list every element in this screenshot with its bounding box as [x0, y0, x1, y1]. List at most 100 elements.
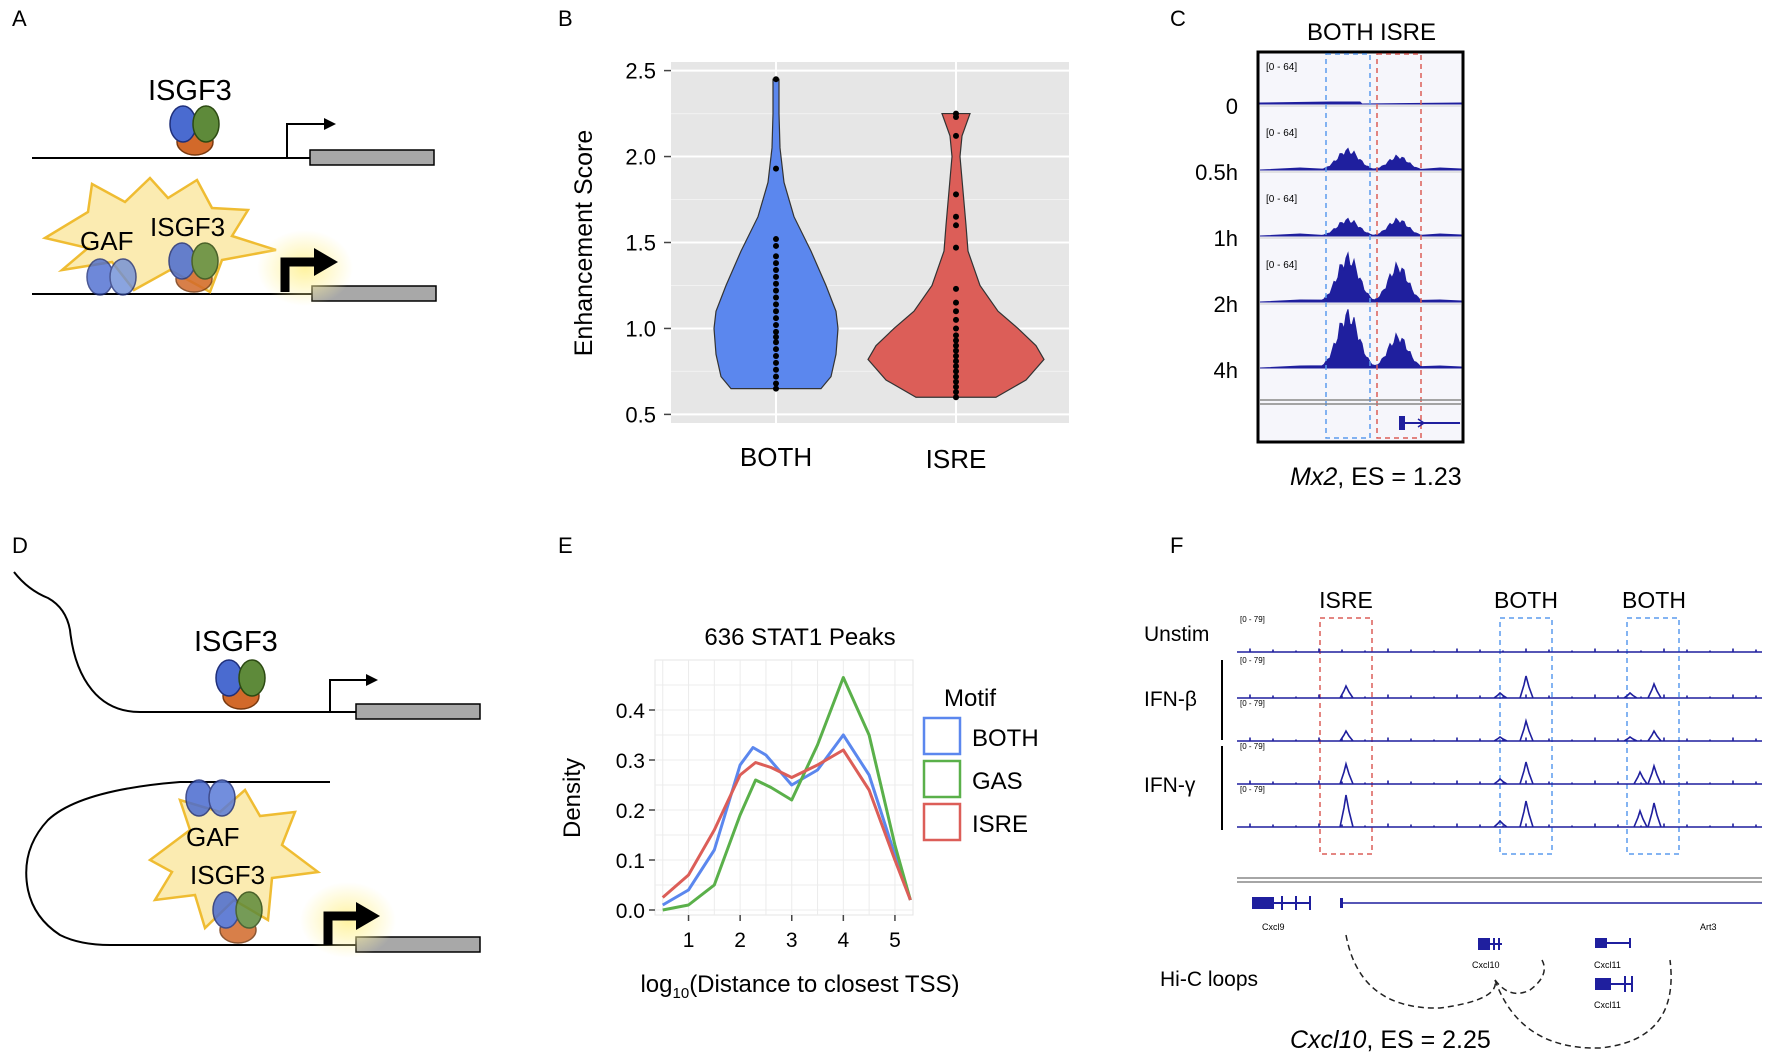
isgf3-complex-bound — [168, 242, 219, 293]
tss-arrow — [329, 679, 370, 712]
data-point — [953, 285, 959, 292]
signal-track — [1259, 217, 1462, 237]
data-point — [953, 316, 959, 323]
range-label: [0 - 79] — [1240, 699, 1265, 708]
isgf3-label: ISGF3 — [194, 626, 278, 658]
x-tick-label: 5 — [889, 929, 901, 952]
row-label-unstim: Unstim — [1144, 623, 1209, 646]
tss-arrow — [286, 123, 328, 158]
data-point — [773, 334, 779, 341]
data-point — [953, 358, 959, 365]
signal-track — [1237, 794, 1762, 828]
density-line-gas — [662, 676, 912, 912]
legend-title: Motif — [944, 685, 996, 712]
hic-loops-label: Hi-C loops — [1160, 968, 1258, 991]
gene-caption: Mx2, ES = 1.23 — [1290, 463, 1462, 491]
legend: BOTH GAS ISRE — [922, 716, 1039, 842]
data-point — [773, 380, 779, 387]
legend-label-both: BOTH — [972, 725, 1039, 752]
data-point — [773, 359, 779, 366]
range-label: [0 - 79] — [1240, 785, 1265, 794]
y-tick-label: 0.5 — [625, 402, 656, 427]
x-tick-isre: ISRE — [926, 444, 987, 474]
data-point — [953, 299, 959, 306]
data-point — [773, 267, 779, 274]
legend-key-both — [922, 716, 962, 756]
data-point — [953, 114, 959, 121]
hic-loop — [1494, 959, 1545, 995]
data-point — [773, 373, 779, 380]
data-point — [773, 308, 779, 315]
signal-track — [1259, 251, 1462, 303]
x-axis-label: log10(Distance to closest TSS) — [640, 971, 959, 1002]
gene-label-cxcl11: Cxcl11 — [1594, 960, 1621, 970]
data-point — [773, 366, 779, 373]
y-tick-label: 0.1 — [616, 850, 645, 873]
data-point — [773, 294, 779, 301]
data-point — [773, 346, 779, 353]
data-point — [773, 322, 779, 329]
gene-label-cxcl10: Cxcl10 — [1472, 960, 1500, 970]
y-tick-label: 0.4 — [616, 700, 646, 723]
gene-name: Cxcl10 — [1290, 1026, 1367, 1054]
header-both: BOTH — [1307, 19, 1374, 46]
dna-loop — [25, 781, 356, 946]
range-labels: [0 - 79] [0 - 79] [0 - 79] [0 - 79] [0 -… — [1240, 615, 1265, 794]
hic-loops — [1345, 934, 1672, 1049]
y-tick-label: 2.0 — [625, 145, 656, 170]
data-point — [773, 76, 779, 83]
data-point — [953, 325, 959, 332]
range-label: [0 - 79] — [1240, 742, 1265, 751]
data-point — [773, 253, 779, 260]
isre-region-box — [1319, 617, 1373, 855]
range-label: [0 - 79] — [1240, 656, 1265, 665]
isgf3-label-bound: ISGF3 — [190, 860, 265, 890]
isgf3-complex — [169, 105, 220, 156]
data-point — [953, 368, 959, 375]
panel-label-e: E — [558, 533, 573, 558]
panel-c-tracks: BOTH ISRE 0 0.5h 1h 2h 4h [0 - 64] [0 - … — [1195, 19, 1465, 491]
legend-label-isre: ISRE — [972, 811, 1028, 838]
x-tick-label: 2 — [734, 929, 746, 952]
data-point — [953, 244, 959, 251]
signal-track — [1237, 648, 1762, 653]
isgf3-label: ISGF3 — [148, 75, 232, 107]
x-tick-label: 3 — [786, 929, 798, 952]
gene-label-art3: Art3 — [1700, 922, 1717, 932]
data-point — [953, 332, 959, 339]
range-labels: [0 - 64] [0 - 64] [0 - 64] [0 - 64] — [1266, 62, 1297, 271]
gaf-complex — [86, 258, 137, 296]
violin-isre — [867, 112, 1045, 398]
isre-region-box — [1376, 53, 1422, 439]
data-point — [953, 191, 959, 198]
data-point — [953, 383, 959, 390]
panel-e-density-chart: 636 STAT1 Peaks 0.0 0.1 0.2 0.3 0.4 1 2 3 4 5 De… — [559, 624, 1039, 1002]
legend-label-gas: GAS — [972, 768, 1023, 795]
data-point — [953, 373, 959, 380]
data-point — [773, 385, 779, 392]
data-point — [953, 394, 959, 401]
x-tick-label: 4 — [837, 929, 849, 952]
panel-f-tracks: ISRE BOTH BOTH Unstim IFN-β IFN-γ [0 - 7… — [1144, 587, 1762, 1054]
gene-caption: Cxcl10, ES = 2.25 — [1290, 1026, 1491, 1054]
range-label: [0 - 64] — [1266, 62, 1297, 73]
range-label: [0 - 64] — [1266, 128, 1297, 139]
signal-track — [1259, 101, 1462, 105]
data-point — [953, 342, 959, 349]
both-region-box — [1499, 617, 1553, 855]
data-point — [773, 287, 779, 294]
active-tss-arrow — [280, 257, 318, 292]
gene-model — [1399, 416, 1460, 430]
legend-key-gas — [922, 759, 962, 799]
track-frame — [1256, 50, 1465, 444]
y-tick-label: 2.5 — [625, 59, 656, 84]
gaf-complex — [185, 779, 236, 817]
panel-label-f: F — [1170, 533, 1183, 558]
header-isre: ISRE — [1380, 19, 1436, 46]
gene-label-cxcl9: Cxcl9 — [1262, 922, 1285, 932]
data-point — [773, 236, 779, 243]
density-line-isre — [661, 748, 912, 901]
time-labels: 0 0.5h 1h 2h 4h — [1195, 94, 1238, 383]
gene-label-cxcl11: Cxcl11 — [1594, 1000, 1621, 1010]
